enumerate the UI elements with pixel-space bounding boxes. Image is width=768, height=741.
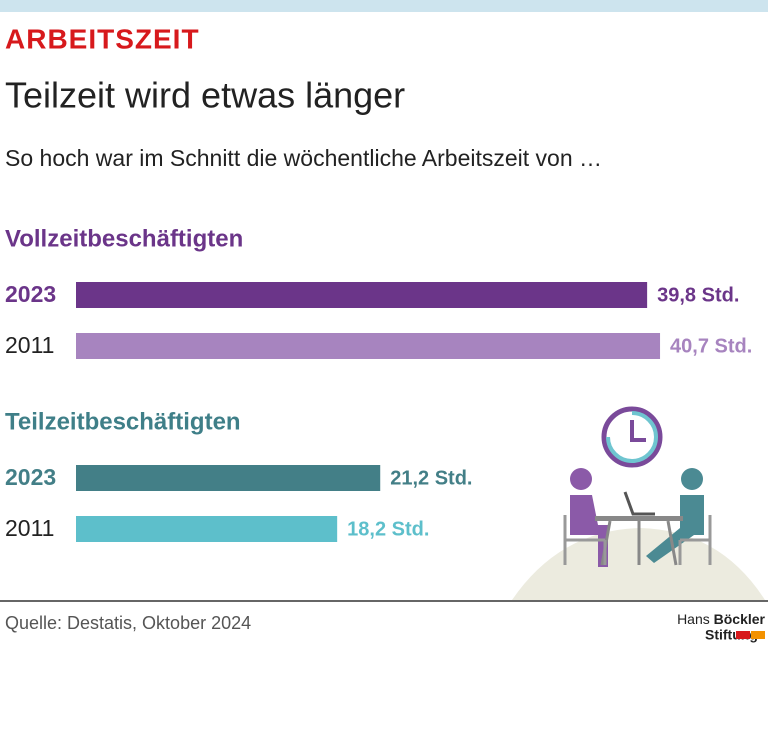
category-label: 2023 [5,464,56,490]
value-label: 40,7 Std. [670,335,752,357]
group-title: Teilzeitbeschäftigten [5,408,241,435]
source: Quelle: Destatis, Oktober 2024 [5,613,251,633]
group-title: Vollzeitbeschäftigten [5,225,243,252]
subtitle: So hoch war im Schnitt die wöchentliche … [5,145,602,171]
bar [76,333,661,359]
logo-mark [751,631,765,639]
logo-mark [736,631,750,639]
logo: Hans Böckler [677,611,765,627]
value-label: 39,8 Std. [657,284,739,306]
logo-text: Böckler [714,611,766,627]
bar [76,282,648,308]
kicker: ARBEITSZEIT [5,23,200,54]
value-label: 18,2 Std. [347,518,429,540]
logo-text: Hans [677,611,710,627]
category-label: 2011 [5,332,54,358]
value-label: 21,2 Std. [390,467,472,489]
category-label: 2011 [5,515,54,541]
title: Teilzeit wird etwas länger [5,75,405,116]
bar [76,516,338,542]
illustration [512,406,765,600]
bar [76,465,381,491]
top-band [0,0,768,12]
category-label: 2023 [5,281,56,307]
